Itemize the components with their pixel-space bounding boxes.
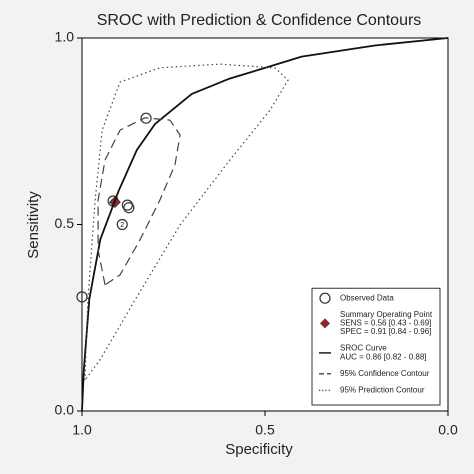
x-axis-label: Specificity: [225, 441, 293, 458]
y-tick-label: 0.5: [55, 215, 75, 231]
legend-label: SROC Curve: [340, 344, 387, 353]
observed-point: [140, 112, 152, 124]
observed-point: [116, 218, 128, 231]
y-tick-label: 0.0: [55, 402, 75, 418]
y-axis-label: Sensitivity: [25, 191, 42, 259]
sroc-curve: [81, 37, 449, 412]
x-tick-label: 0.5: [255, 422, 275, 438]
contour: [97, 117, 181, 286]
y-tick-label: 1.0: [55, 29, 75, 45]
point-label: 2: [120, 222, 124, 229]
legend-detail: AUC = 0.86 [0.82 - 0.88]: [340, 352, 427, 361]
legend-label: Observed Data: [340, 293, 394, 302]
chart-title: SROC with Prediction & Confidence Contou…: [97, 12, 422, 29]
observed-point: [76, 291, 88, 303]
legend-marker: [319, 292, 331, 304]
legend-detail: SENS = 0.56 [0.43 - 0.69]: [340, 319, 431, 328]
legend-label: 95% Confidence Contour: [340, 369, 430, 378]
legend-box: [311, 287, 441, 406]
legend-detail: SPEC = 0.91 [0.84 - 0.96]: [340, 327, 431, 336]
contour: [84, 63, 289, 381]
x-tick-label: 1.0: [72, 422, 92, 438]
legend-marker: [320, 318, 330, 329]
observed-point: [121, 199, 133, 211]
legend-label: Summary Operating Point: [340, 310, 433, 319]
x-tick-label: 0.0: [438, 422, 458, 438]
observed-point: [123, 202, 135, 214]
legend-label: 95% Prediction Contour: [340, 386, 425, 395]
